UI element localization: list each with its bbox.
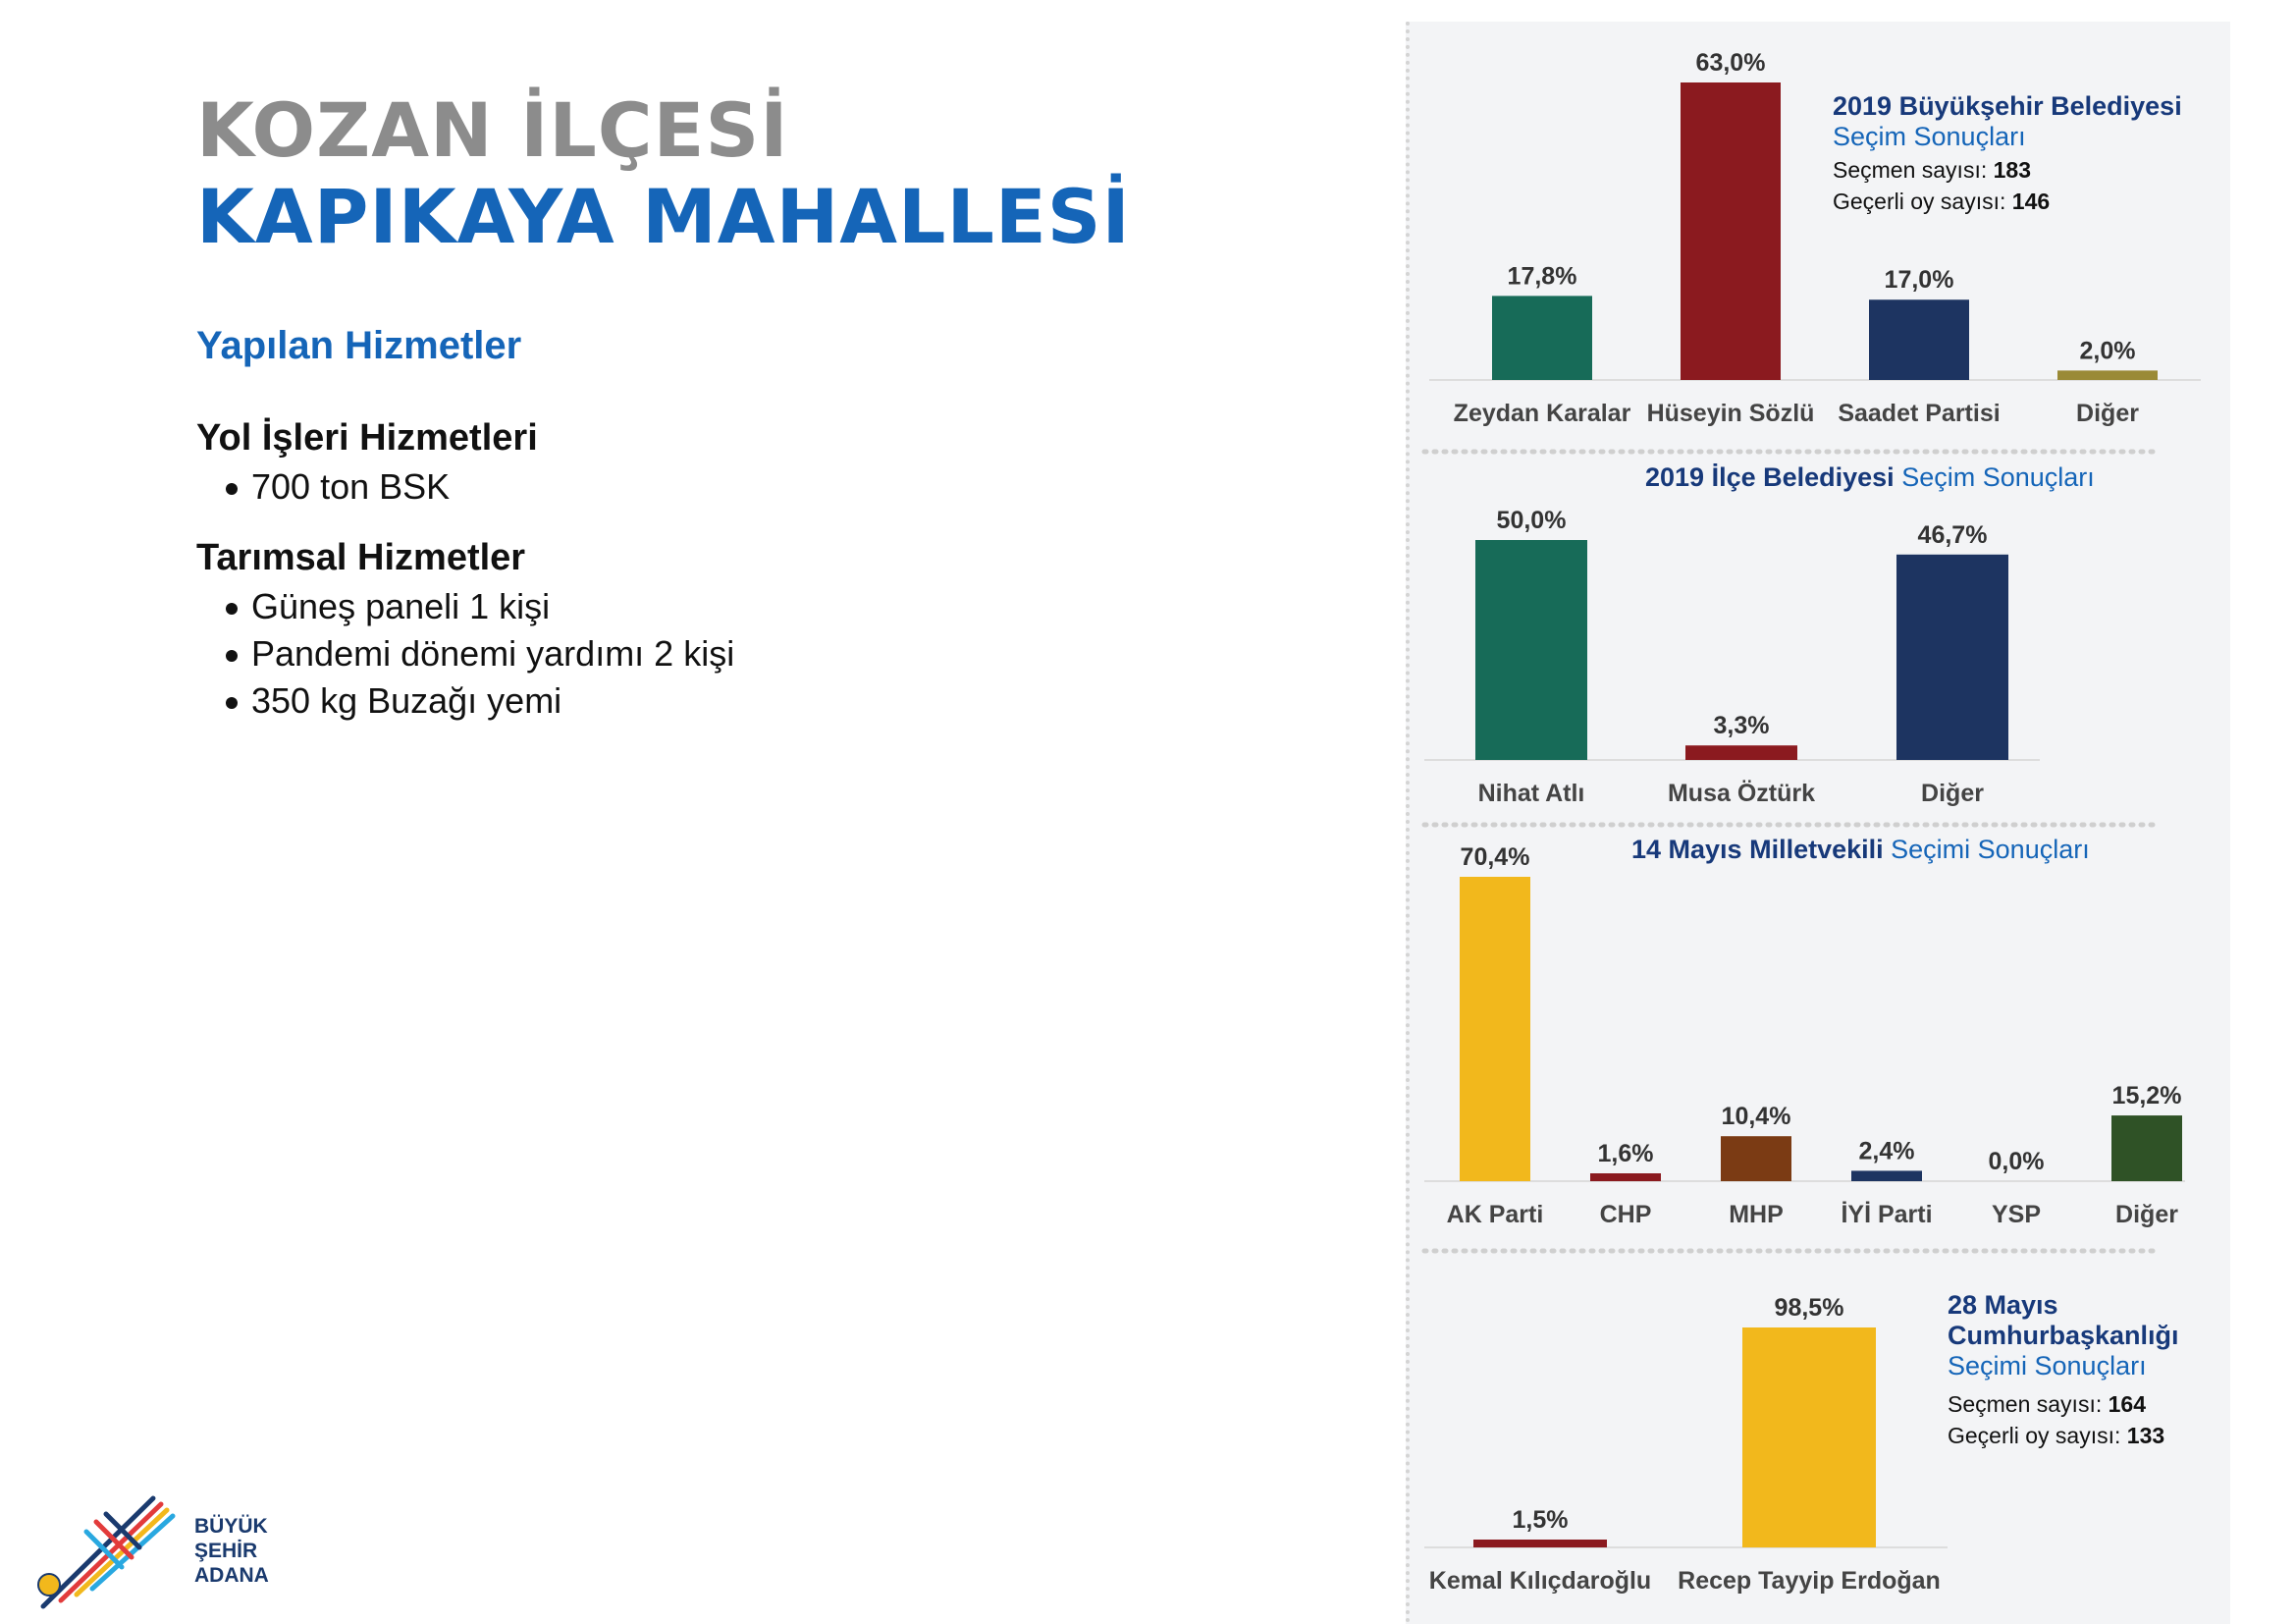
chart-category-label: Hüseyin Sözlü (1647, 400, 1815, 427)
chart-bar (1473, 1540, 1607, 1547)
chart-bar (2111, 1115, 2182, 1181)
service-group-agriculture: Tarımsal Hizmetler Güneş paneli 1 kişi P… (196, 532, 734, 725)
chart-subtitle: Seçim Sonuçları (1833, 122, 2026, 151)
chart-value-label: 0,0% (1989, 1148, 2045, 1175)
chart-category-label: Diğer (1921, 780, 1984, 807)
chart-bar (1896, 554, 2008, 760)
chart-title: 28 Mayıs (1948, 1290, 2058, 1320)
chart-category-label: Kemal Kılıçdaroğlu (1429, 1567, 1651, 1595)
chart-info-line: Geçerli oy sayısı: 146 (1833, 189, 2050, 214)
logo-mark-icon (37, 1495, 176, 1609)
chart-bar (1742, 1327, 1876, 1547)
chart-category-label: MHP (1729, 1201, 1784, 1228)
chart-value-label: 46,7% (1918, 521, 1988, 549)
chart-category-label: Diğer (2115, 1201, 2178, 1228)
chart-category-label: Recep Tayyip Erdoğan (1678, 1567, 1941, 1595)
chart-bar (1685, 745, 1797, 760)
chart-value-label: 98,5% (1775, 1294, 1844, 1322)
service-item-text: Pandemi dönemi yardımı 2 kişi (251, 633, 735, 674)
bullet-icon (226, 483, 238, 496)
service-item-text: Güneş paneli 1 kişi (251, 586, 551, 626)
service-item: Güneş paneli 1 kişi (226, 583, 734, 630)
chart-value-label: 3,3% (1714, 712, 1770, 739)
chart-value-label: 1,6% (1598, 1140, 1654, 1167)
chart-value-label: 1,5% (1513, 1506, 1569, 1534)
chart-value-label: 63,0% (1696, 49, 1766, 77)
services-list: Yol İşleri Hizmetleri 700 ton BSK Tarıms… (196, 412, 734, 746)
page-title-district: KOZAN İLÇESİ (196, 86, 789, 174)
services-heading: Yapılan Hizmetler (196, 324, 522, 367)
logo-text-line: ADANA (194, 1564, 269, 1587)
chart-info-line: Seçmen sayısı: 164 (1948, 1391, 2146, 1417)
chart-title: 2019 Büyükşehir Belediyesi (1833, 91, 2182, 121)
chart-category-label: YSP (1992, 1201, 2041, 1228)
chart-title: Cumhurbaşkanlığı (1948, 1321, 2179, 1350)
page-title-neighbourhood: KAPIKAYA MAHALLESİ (196, 173, 1131, 260)
chart-bar (1492, 296, 1592, 380)
service-items: Güneş paneli 1 kişi Pandemi dönemi yardı… (196, 583, 734, 725)
chart-bar (1475, 540, 1587, 760)
chart-value-label: 17,8% (1508, 262, 1577, 290)
chart-title: 14 Mayıs Milletvekili Seçimi Sonuçları (1631, 835, 2090, 864)
chart-category-label: Musa Öztürk (1668, 779, 1815, 807)
service-group-title: Tarımsal Hizmetler (196, 537, 526, 578)
chart-category-label: Diğer (2076, 400, 2139, 427)
chart-category-label: AK Parti (1447, 1201, 1544, 1228)
bullet-icon (226, 650, 238, 663)
chart-info-line: Geçerli oy sayısı: 133 (1948, 1423, 2164, 1448)
chart-bar (1721, 1136, 1791, 1181)
chart-value-label: 70,4% (1461, 843, 1530, 871)
chart-value-label: 50,0% (1497, 507, 1567, 534)
chart-value-label: 2,4% (1859, 1137, 1915, 1164)
service-item-text: 350 kg Buzağı yemi (251, 680, 562, 721)
chart-bar (1851, 1170, 1922, 1181)
logo-text-line: BÜYÜK (194, 1515, 268, 1538)
bullet-icon (226, 697, 238, 710)
service-item-text: 700 ton BSK (251, 466, 451, 507)
chart-category-label: İYİ Parti (1841, 1201, 1932, 1228)
service-item: 700 ton BSK (226, 463, 734, 511)
service-group-title: Yol İşleri Hizmetleri (196, 417, 538, 459)
chart-bar (1869, 299, 1969, 380)
chart-bar (2057, 370, 2158, 380)
chart-info-line: Seçmen sayısı: 183 (1833, 157, 2031, 183)
chart-category-label: Nihat Atlı (1478, 780, 1585, 807)
logo-text-line: ŞEHİR (194, 1540, 258, 1562)
chart-subtitle: Seçimi Sonuçları (1948, 1351, 2147, 1380)
chart-value-label: 17,0% (1885, 266, 1954, 294)
service-group-road: Yol İşleri Hizmetleri 700 ton BSK (196, 412, 734, 511)
chart-title: 2019 İlçe Belediyesi Seçim Sonuçları (1645, 462, 2095, 492)
chart-value-label: 15,2% (2112, 1082, 2182, 1110)
bullet-icon (226, 603, 238, 616)
election-charts: 17,8% Zeydan Karalar 63,0% Hüseyin Sözlü 17,… (1421, 49, 2201, 1595)
chart-value-label: 10,4% (1722, 1103, 1791, 1130)
service-item: 350 kg Buzağı yemi (226, 677, 734, 725)
service-items: 700 ton BSK (196, 463, 734, 511)
chart-bar (1590, 1173, 1661, 1181)
chart-category-label: Zeydan Karalar (1454, 400, 1631, 427)
chart-category-label: CHP (1600, 1201, 1652, 1228)
service-item: Pandemi dönemi yardımı 2 kişi (226, 630, 734, 677)
chart-category-label: Saadet Partisi (1838, 400, 2000, 427)
chart-bar (1460, 877, 1530, 1181)
buyuksehir-adana-logo: BÜYÜK ŞEHİR ADANA (37, 1492, 269, 1610)
election-results-panel: 17,8% Zeydan Karalar 63,0% Hüseyin Sözlü 17,… (1406, 22, 2230, 1624)
chart-bar (1681, 82, 1781, 380)
chart-value-label: 2,0% (2080, 337, 2136, 364)
